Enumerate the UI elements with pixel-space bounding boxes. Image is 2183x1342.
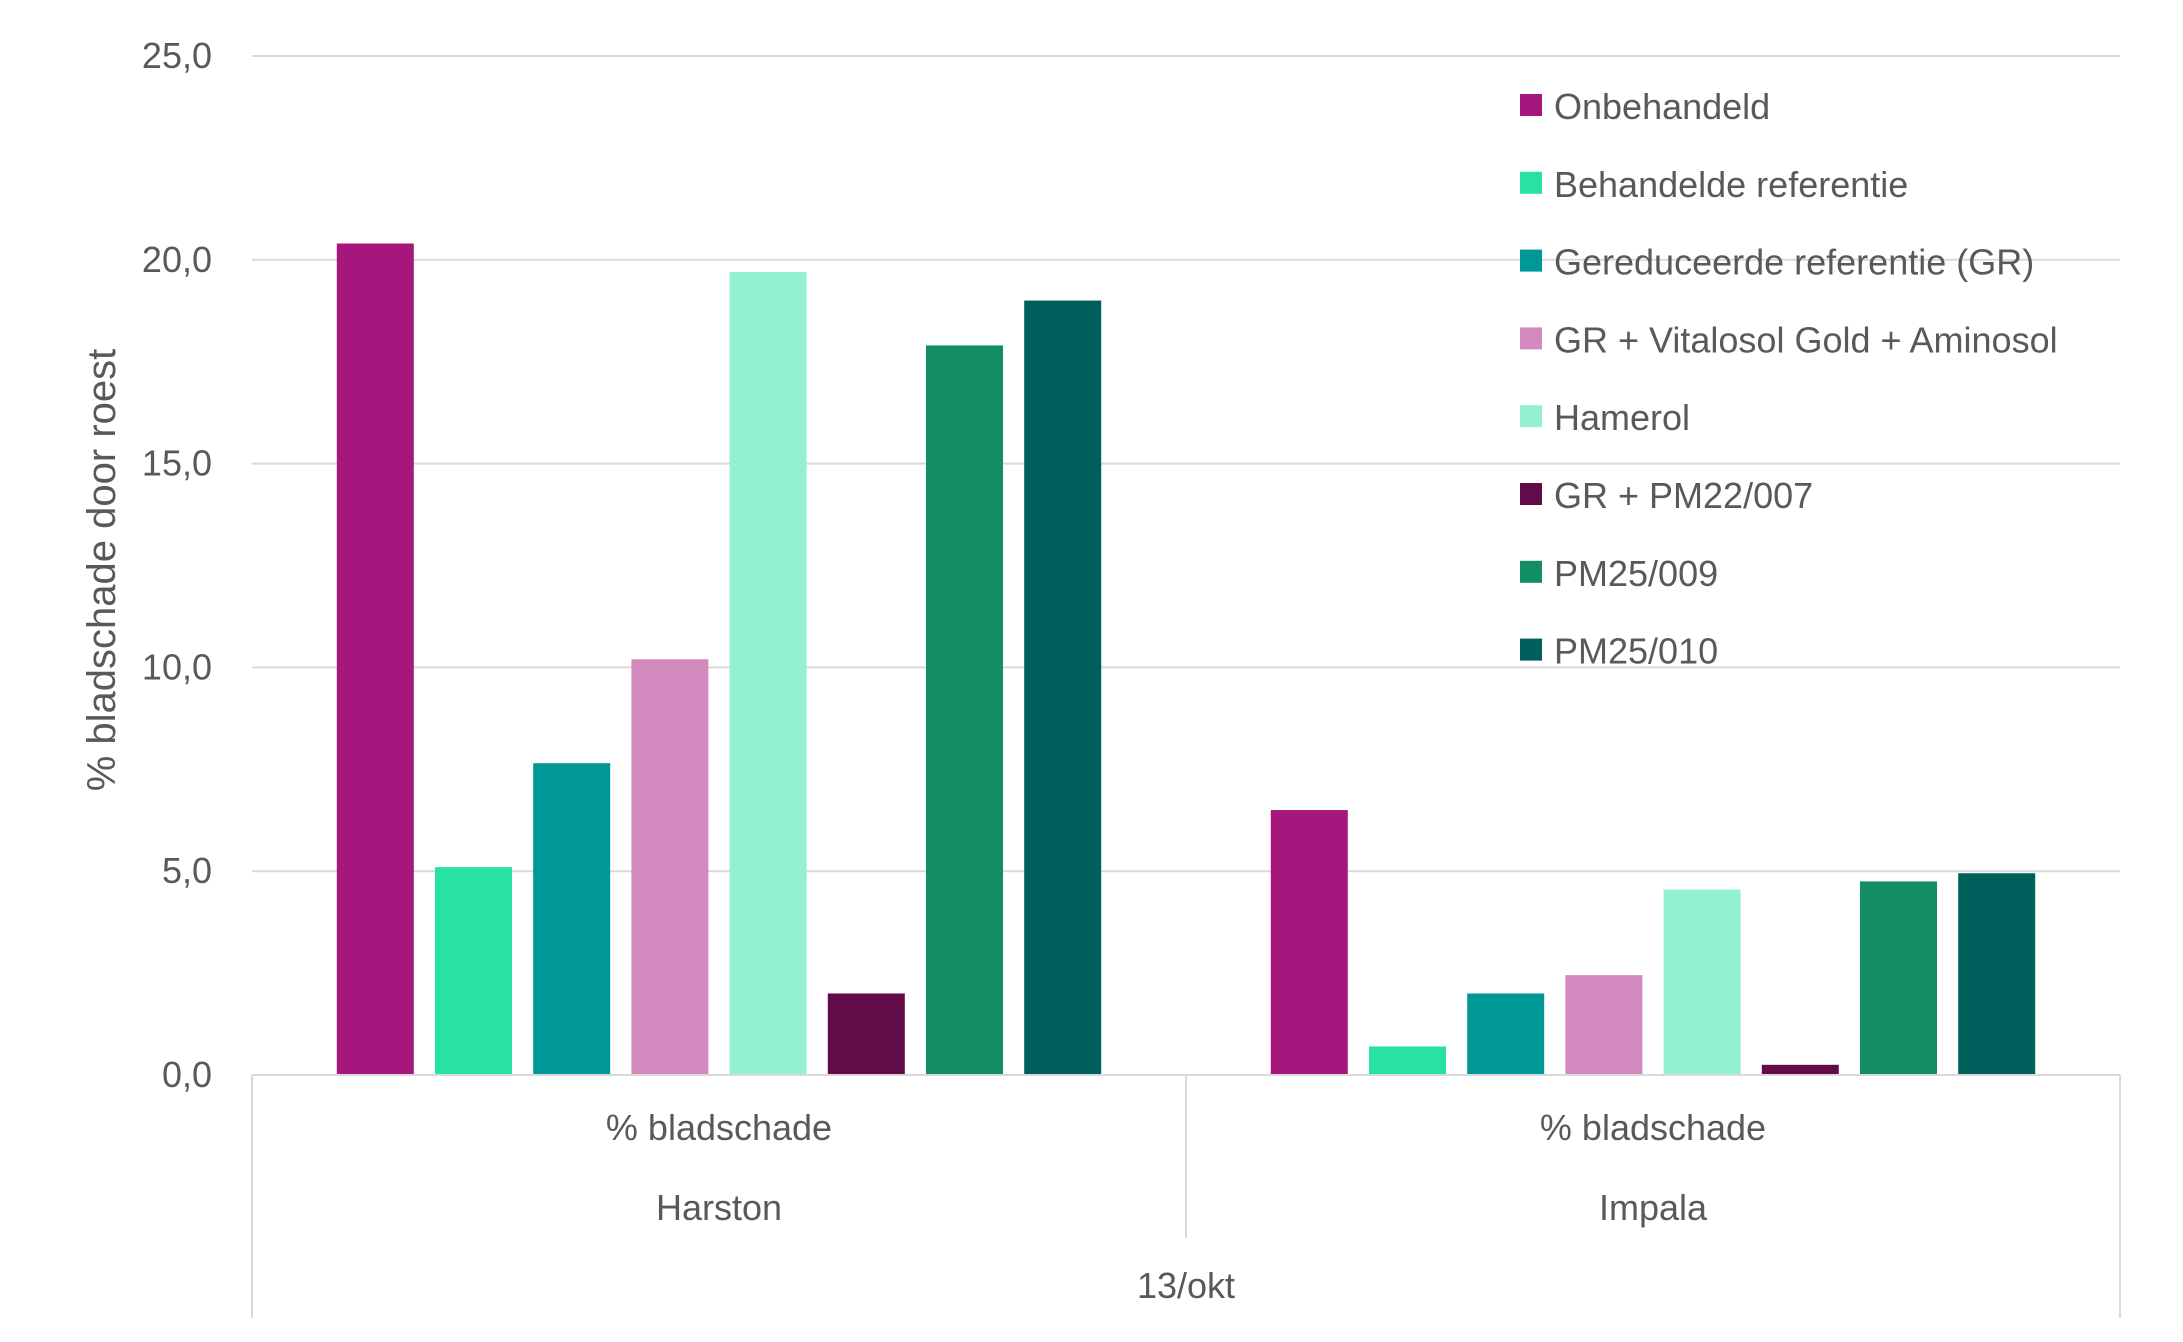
- bar-gr-pm22-007-impala: [1761, 1064, 1839, 1075]
- y-tick-label: 15,0: [142, 443, 212, 484]
- axes: % bladschade Harston % bladschade Impala: [251, 1074, 2121, 1318]
- bar-gereduceerde-referentie-gr--impala: [1467, 993, 1545, 1075]
- gridlines: 0,0 5,0 10,0 15,0 20,0 25,0: [142, 35, 2120, 1095]
- bar-gereduceerde-referentie-gr--harston: [533, 763, 611, 1075]
- bar-gr-vitalosol-gold-aminosol-harston: [631, 659, 709, 1075]
- legend-swatch: [1520, 560, 1542, 583]
- legend-label: Gereduceerde referentie (GR): [1554, 242, 2034, 283]
- y-tick-label: 0,0: [162, 1054, 212, 1095]
- bar-pm25-009-impala: [1860, 881, 1937, 1075]
- legend-swatch: [1520, 405, 1542, 428]
- legend: Onbehandeld Behandelde referentie Gereduce…: [1520, 86, 2058, 672]
- y-tick-label: 20,0: [142, 239, 212, 280]
- bar-pm25-010-impala: [1958, 873, 2036, 1075]
- bar-onbehandeld-impala: [1270, 810, 1348, 1075]
- bars: [336, 243, 2036, 1076]
- legend-swatch: [1520, 638, 1542, 661]
- legend-swatch: [1520, 249, 1542, 272]
- legend-label: Onbehandeld: [1554, 86, 1770, 127]
- bar-behandelde-referentie-harston: [435, 867, 512, 1075]
- bar-pm25-010-harston: [1024, 300, 1102, 1075]
- legend-label: Hamerol: [1554, 397, 1690, 438]
- legend-swatch: [1520, 171, 1542, 194]
- y-tick-label: 25,0: [142, 35, 212, 76]
- legend-label: Behandelde referentie: [1554, 164, 1908, 205]
- x-category-label-variety: Harston: [656, 1187, 782, 1228]
- x-group-label-date: 13/okt: [1137, 1265, 1235, 1306]
- bar-gr-vitalosol-gold-aminosol-impala: [1565, 975, 1643, 1075]
- bar-gr-pm22-007-harston: [827, 993, 905, 1075]
- bar-onbehandeld-harston: [336, 243, 414, 1076]
- y-tick-label: 10,0: [142, 646, 212, 687]
- legend-label: GR + PM22/007: [1554, 475, 1813, 516]
- x-category-label-metric: % bladschade: [1540, 1107, 1766, 1148]
- legend-swatch: [1520, 483, 1542, 505]
- y-axis-title: % bladschade door roest: [80, 349, 124, 792]
- legend-label: GR + Vitalosol Gold + Aminosol: [1554, 319, 2058, 360]
- bar-pm25-009-harston: [926, 345, 1003, 1075]
- legend-swatch: [1520, 94, 1542, 116]
- legend-label: PM25/010: [1554, 631, 1718, 672]
- bar-hamerol-harston: [729, 272, 807, 1075]
- x-category-label-metric: % bladschade: [606, 1107, 832, 1148]
- bar-behandelde-referentie-impala: [1369, 1046, 1446, 1075]
- legend-label: PM25/009: [1554, 553, 1718, 594]
- x-category-label-variety: Impala: [1599, 1187, 1708, 1228]
- y-tick-label: 5,0: [162, 850, 212, 891]
- legend-swatch: [1520, 327, 1542, 350]
- bar-hamerol-impala: [1663, 889, 1741, 1075]
